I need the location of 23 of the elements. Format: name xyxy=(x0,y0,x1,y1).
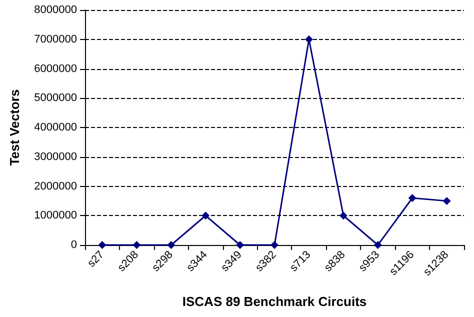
point xyxy=(270,241,278,249)
point xyxy=(374,241,382,249)
point xyxy=(442,196,451,205)
y-tick-label: 5000000 xyxy=(34,92,77,104)
y-tick-label: 3000000 xyxy=(34,150,77,163)
y-tick-label: 6000000 xyxy=(34,62,77,75)
point xyxy=(339,212,348,220)
point xyxy=(132,241,141,249)
point xyxy=(98,241,106,249)
y-tick-label: 7000000 xyxy=(34,33,77,46)
point xyxy=(202,212,210,220)
y-tick-label: 0 xyxy=(70,239,77,251)
y-tick-label: 4000000 xyxy=(34,122,77,134)
y-tick-label: 2000000 xyxy=(34,180,77,192)
x-axis-title: ISCAS 89 Benchmark Circuits xyxy=(182,294,367,309)
point xyxy=(304,35,313,44)
y-axis-title: Test Vectors xyxy=(7,89,22,166)
point xyxy=(236,241,244,249)
y-tick-label: 1000000 xyxy=(34,210,77,222)
point xyxy=(408,194,416,202)
y-tick-label: 8000000 xyxy=(34,4,77,16)
x-tick-label: s27 xyxy=(85,248,106,270)
point xyxy=(167,241,176,249)
